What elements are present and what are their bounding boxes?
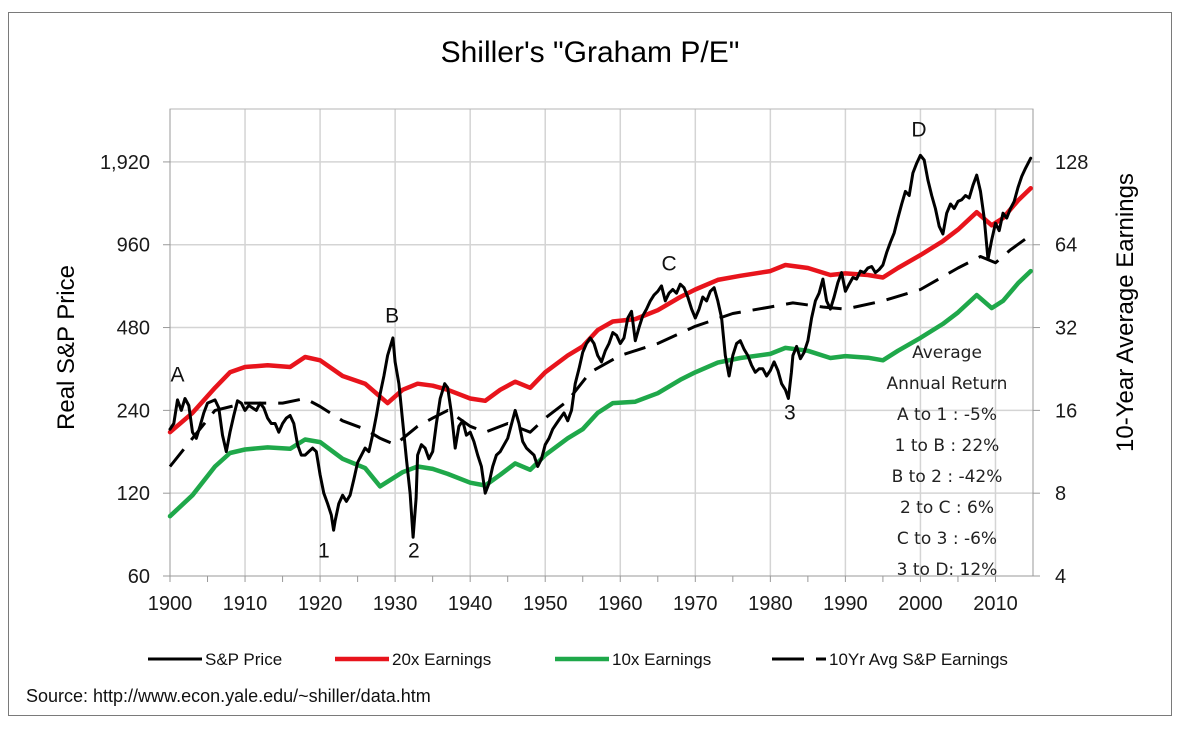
series-10yr-avg-s-p-earnings-line (168, 233, 1032, 468)
annotation-a: A (170, 364, 184, 387)
source-note: Source: http://www.econ.yale.edu/~shille… (26, 686, 431, 706)
annotation-2: 2 (408, 540, 420, 563)
returns-box-row: B to 2 : -42% (892, 467, 1003, 487)
y2-tick-label: 128 (1055, 152, 1088, 174)
y2-axis-title: 10-Year Average Earnings (1112, 173, 1139, 452)
returns-box-row: A to 1 : -5% (897, 405, 997, 425)
y-tick-label: 240 (117, 400, 150, 422)
chart-frame (8, 12, 1172, 716)
x-tick-label: 2010 (973, 593, 1018, 615)
x-tick-label: 1980 (748, 593, 793, 615)
y-tick-label: 120 (117, 483, 150, 505)
annotation-c: C (661, 252, 676, 275)
returns-box-row: C to 3 : -6% (897, 529, 997, 549)
series-s-p-price-line (168, 153, 1033, 539)
x-tick-label: 1900 (148, 593, 193, 615)
series-group (167, 153, 1033, 539)
annotation-b: B (385, 305, 399, 328)
y-tick-label: 960 (117, 235, 150, 257)
y2-tick-label: 8 (1055, 483, 1066, 505)
y-tick-label: 480 (117, 318, 150, 340)
annotation-3: 3 (784, 402, 796, 425)
chart-title: Shiller's "Graham P/E" (441, 36, 740, 69)
legend-10yr-avg-s-p-earnings-label: 10Yr Avg S&P Earnings (829, 650, 1008, 669)
x-tick-label: 1940 (448, 593, 493, 615)
x-tick-label: 1910 (223, 593, 268, 615)
annotation-1: 1 (318, 540, 330, 563)
y2-tick-label: 16 (1055, 400, 1077, 422)
returns-box: Average Annual Return A to 1 : -5% 1 to B :… (887, 343, 1008, 580)
y-tick-label: 1,920 (100, 152, 150, 174)
y-tick-label: 60 (128, 566, 150, 588)
y2-tick-label: 32 (1055, 318, 1077, 340)
x-tick-label: 1920 (298, 593, 343, 615)
returns-box-title: Average (912, 343, 982, 363)
x-tick-label: 1950 (523, 593, 568, 615)
x-tick-label: 2000 (898, 593, 943, 615)
legend-s-p-price-label: S&P Price (205, 650, 282, 669)
returns-box-row: 1 to B : 22% (895, 436, 1000, 456)
x-tick-label: 1970 (673, 593, 718, 615)
legend-20x-earnings-label: 20x Earnings (392, 650, 491, 669)
x-tick-label: 1930 (373, 593, 418, 615)
series-10x-earnings-line (167, 268, 1033, 519)
y2-tick-label: 4 (1055, 566, 1066, 588)
axis-ticks: 1900 1910 1920 1930 1940 1950 1960 1970 1980 1990… (100, 109, 1088, 615)
legend: S&P Price 20x Earnings 10x Earnings 10Yr Av… (148, 650, 1008, 669)
annotations: A 1 B 2 C 3 D (170, 118, 926, 562)
grid (170, 109, 1033, 576)
y2-tick-label: 64 (1055, 235, 1077, 257)
y-axis-title: Real S&P Price (53, 265, 80, 430)
returns-box-row: 2 to C : 6% (900, 498, 994, 518)
returns-box-row: 3 to D: 12% (897, 560, 998, 580)
x-tick-label: 1960 (598, 593, 643, 615)
legend-10x-earnings-label: 10x Earnings (612, 650, 711, 669)
returns-box-title: Annual Return (887, 374, 1008, 394)
x-tick-label: 1990 (823, 593, 868, 615)
series-20x-earnings-line (167, 186, 1033, 435)
annotation-d: D (911, 118, 926, 141)
